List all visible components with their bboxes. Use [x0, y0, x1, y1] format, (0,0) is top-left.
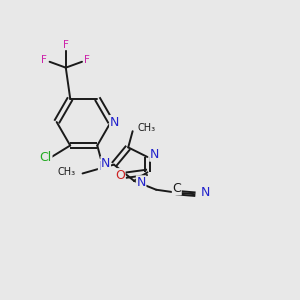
Text: CH₃: CH₃ [57, 167, 75, 177]
Text: F: F [63, 40, 69, 50]
Text: C: C [172, 182, 181, 195]
Text: F: F [84, 55, 90, 65]
Text: F: F [41, 55, 47, 65]
Text: O: O [115, 169, 125, 182]
Text: N: N [101, 157, 110, 170]
Text: CH₃: CH₃ [137, 123, 155, 133]
Text: N: N [98, 160, 108, 173]
Text: N: N [200, 186, 210, 199]
Text: Cl: Cl [40, 151, 52, 164]
Text: N: N [110, 116, 119, 128]
Text: N: N [136, 176, 146, 189]
Text: N: N [150, 148, 159, 161]
